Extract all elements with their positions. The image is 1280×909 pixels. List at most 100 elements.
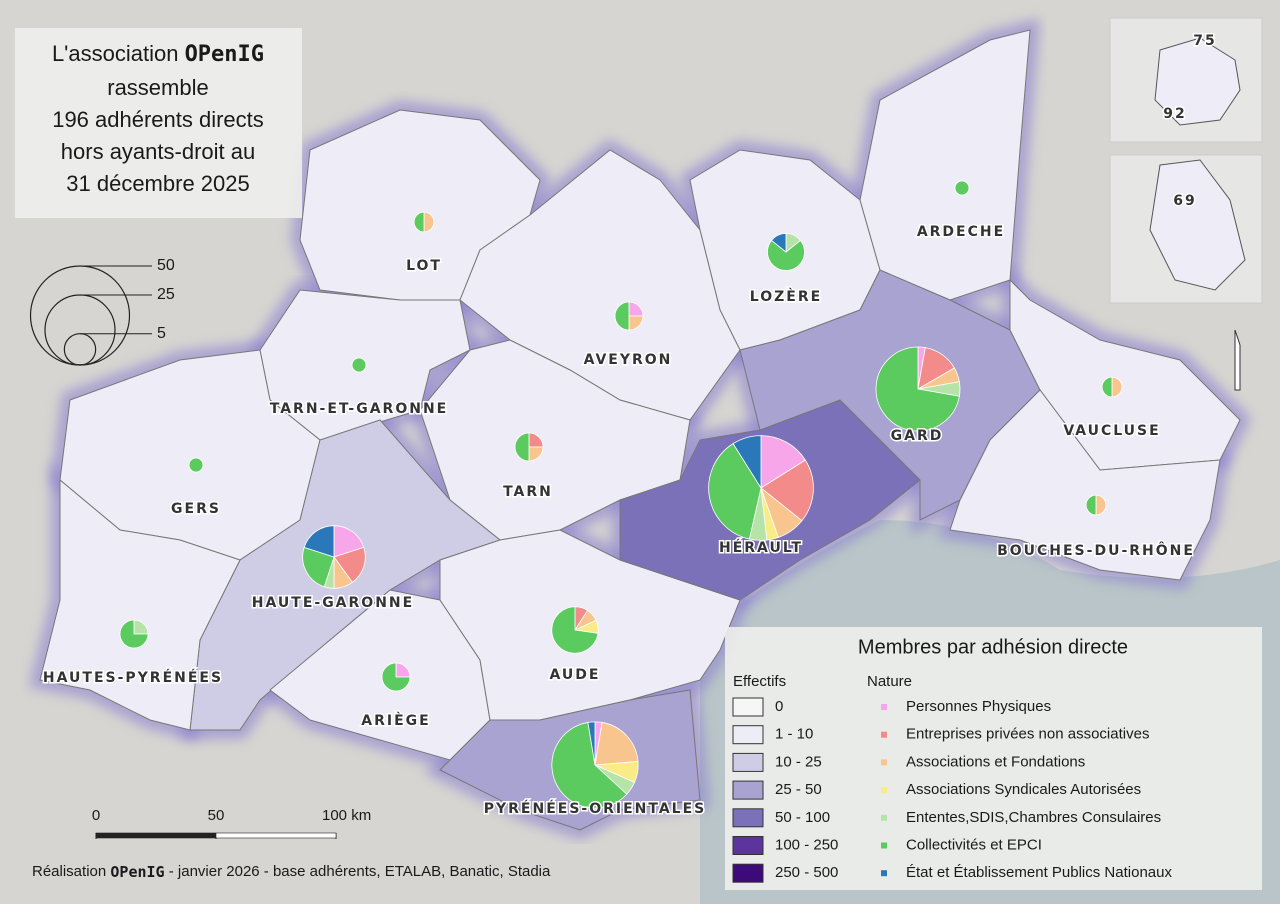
- pie-slice: [119, 619, 149, 649]
- pie-slice: [760, 435, 806, 489]
- legend-subtitle: Nature: [867, 673, 912, 690]
- legend-box: [725, 627, 1262, 890]
- scale-label: 50: [208, 807, 225, 824]
- nature-swatch: [881, 814, 887, 821]
- nature-swatch: [881, 787, 887, 794]
- credits-text: - janvier 2026 - base adhérents, ETALAB,…: [169, 863, 551, 880]
- class-swatch: [732, 697, 764, 717]
- scale-label: 100 km: [322, 807, 371, 824]
- pie-slice: [351, 357, 367, 373]
- pie-slice: [551, 721, 628, 809]
- title-prefix: L'association: [52, 41, 179, 66]
- credits-prefix: Réalisation: [32, 863, 106, 880]
- pie-slice: [770, 233, 787, 253]
- department-label: BOUCHES-DU-RHÔNE: [997, 541, 1195, 559]
- nature-label: Entreprises privées non associatives: [906, 726, 1149, 743]
- pie-slice: [551, 606, 599, 654]
- pie-slice: [1111, 376, 1123, 398]
- size-label: 25: [157, 286, 175, 303]
- class-label: 0: [775, 698, 783, 715]
- title-line: 31 décembre 2025: [66, 171, 249, 196]
- department-label: LOZÈRE: [750, 288, 822, 305]
- nature-label: État et Établissement Publics Nationaux: [906, 864, 1172, 881]
- class-label: 250 - 500: [775, 864, 838, 881]
- pie-slice: [587, 721, 596, 766]
- pie-slice: [514, 432, 530, 462]
- inset-label: 75: [1193, 33, 1216, 49]
- legend-subtitle: Effectifs: [733, 673, 786, 690]
- inset-shape: [1149, 159, 1246, 291]
- nature-swatch: [881, 842, 887, 849]
- department-label: GERS: [171, 501, 221, 517]
- pie-slice: [1085, 494, 1097, 516]
- brand: OPenIG: [185, 42, 264, 67]
- pie-slice: [1101, 376, 1113, 398]
- class-swatch: [732, 752, 764, 772]
- nature-swatch: [881, 704, 887, 710]
- pie-slice: [767, 239, 805, 271]
- department-label: HAUTE-GARONNE: [252, 595, 414, 611]
- class-swatch: [732, 808, 764, 828]
- pie-slice: [413, 211, 425, 233]
- legend-title: Membres par adhésion directe: [858, 636, 1128, 658]
- pie-slice: [333, 546, 366, 583]
- department-label: TARN-ET-GARONNE: [270, 401, 448, 417]
- pie-slice: [954, 180, 970, 196]
- department: [949, 389, 1221, 581]
- class-label: 100 - 250: [775, 836, 838, 853]
- department-label: ARIÈGE: [361, 712, 430, 729]
- pie-slice: [1095, 494, 1107, 516]
- class-label: 1 - 10: [775, 726, 813, 743]
- department-label: LOT: [406, 258, 442, 274]
- department-label: HAUTES-PYRÉNÉES: [43, 669, 223, 686]
- inset-label: 69: [1173, 193, 1196, 209]
- department: [39, 478, 241, 731]
- scale-label: 0: [92, 807, 100, 824]
- nature-swatch: [881, 731, 887, 738]
- pie-slice: [188, 457, 204, 473]
- pies: [119, 67, 1213, 809]
- department-label: GARD: [891, 428, 944, 444]
- title-line: hors ayants-droit au: [61, 139, 255, 164]
- title-box: [15, 28, 302, 218]
- class-label: 10 - 25: [775, 753, 822, 770]
- department-label: AVEYRON: [584, 352, 673, 368]
- credits: Réalisation OPenIG - janvier 2026 - base…: [32, 863, 551, 881]
- department-label: PYRÉNÉES-ORIENTALES: [484, 800, 707, 817]
- pie-slice: [614, 301, 630, 331]
- brand: OPenIG: [110, 863, 164, 881]
- class-label: 50 - 100: [775, 809, 830, 826]
- nature-label: Collectivités et EPCI: [906, 836, 1042, 853]
- inset-shape: [1154, 37, 1241, 126]
- pie-slice: [875, 346, 960, 432]
- pie-slice: [732, 435, 762, 490]
- size-label: 50: [157, 257, 175, 274]
- nature-swatch: [881, 759, 887, 766]
- scale-segment: [215, 832, 337, 839]
- department: [1009, 278, 1241, 471]
- department-label: AUDE: [550, 667, 601, 683]
- class-swatch: [732, 836, 764, 855]
- title-line: L'association OPenIG: [52, 41, 264, 67]
- pie-slice: [333, 525, 365, 558]
- nature-label: Personnes Physiques: [906, 698, 1051, 715]
- pie-slice: [381, 662, 411, 692]
- class-swatch: [732, 725, 764, 745]
- pie-slice: [302, 546, 335, 588]
- nature-label: Associations et Fondations: [906, 753, 1085, 770]
- title-line: 196 adhérents directs: [52, 107, 264, 132]
- north-arrow: [1234, 329, 1241, 391]
- nature-swatch: [881, 870, 887, 877]
- departments: [28, 18, 1251, 840]
- department-label: HÉRAULT: [719, 539, 803, 556]
- pie-slice: [423, 211, 435, 233]
- size-label: 5: [157, 325, 166, 342]
- pie-slice: [594, 721, 639, 766]
- nature-label: Associations Syndicales Autorisées: [906, 781, 1141, 798]
- class-swatch: [732, 780, 764, 800]
- class-label: 25 - 50: [775, 781, 822, 798]
- department-label: TARN: [503, 484, 553, 500]
- nature-label: Ententes,SDIS,Chambres Consulaires: [906, 809, 1161, 826]
- scale-segment: [95, 832, 217, 839]
